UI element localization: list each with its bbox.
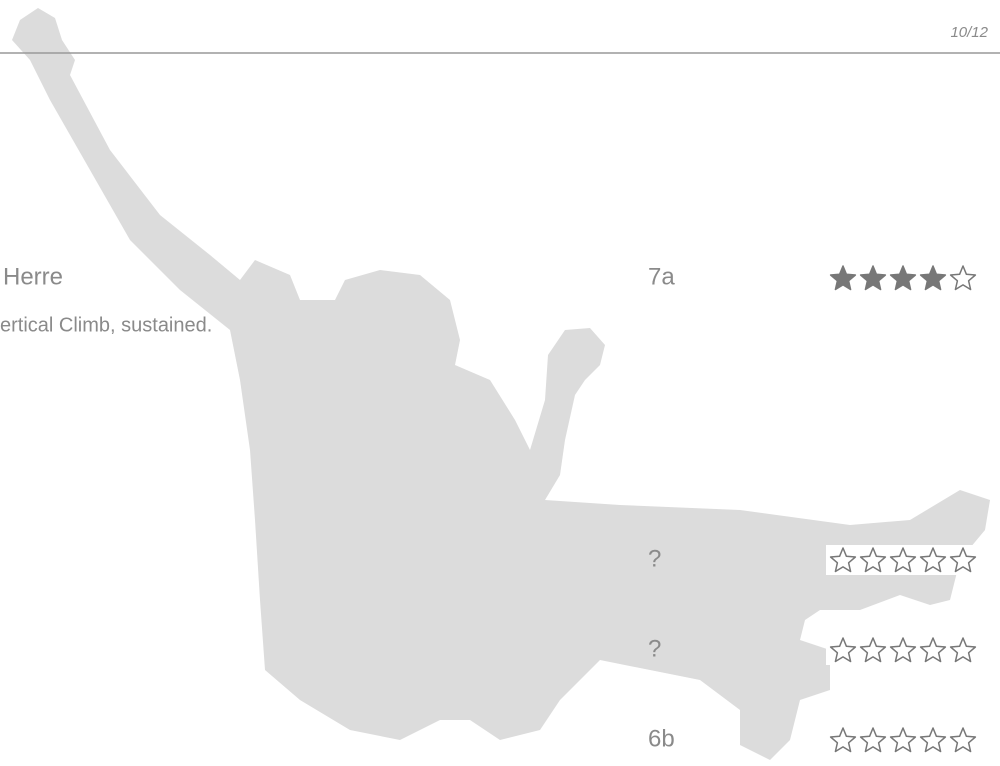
page-number: 10/12 [950, 24, 988, 41]
star-rating [826, 545, 980, 575]
route-grade: 7a [648, 263, 675, 290]
route-grade: 6b [648, 725, 675, 752]
star-rating [831, 266, 976, 290]
page: 10/12 Herre ertical Climb, sustained. 7a… [0, 0, 1000, 761]
star-rating [826, 725, 980, 755]
star-filled [861, 266, 886, 290]
star-filled [831, 266, 856, 290]
route-name: Herre [3, 263, 63, 290]
route-grade: ? [648, 635, 661, 662]
route-grade: ? [648, 545, 661, 572]
star-filled [921, 266, 946, 290]
star-rating [826, 635, 980, 665]
route-description: ertical Climb, sustained. [0, 314, 212, 336]
star-empty [951, 266, 976, 290]
star-filled [891, 266, 916, 290]
